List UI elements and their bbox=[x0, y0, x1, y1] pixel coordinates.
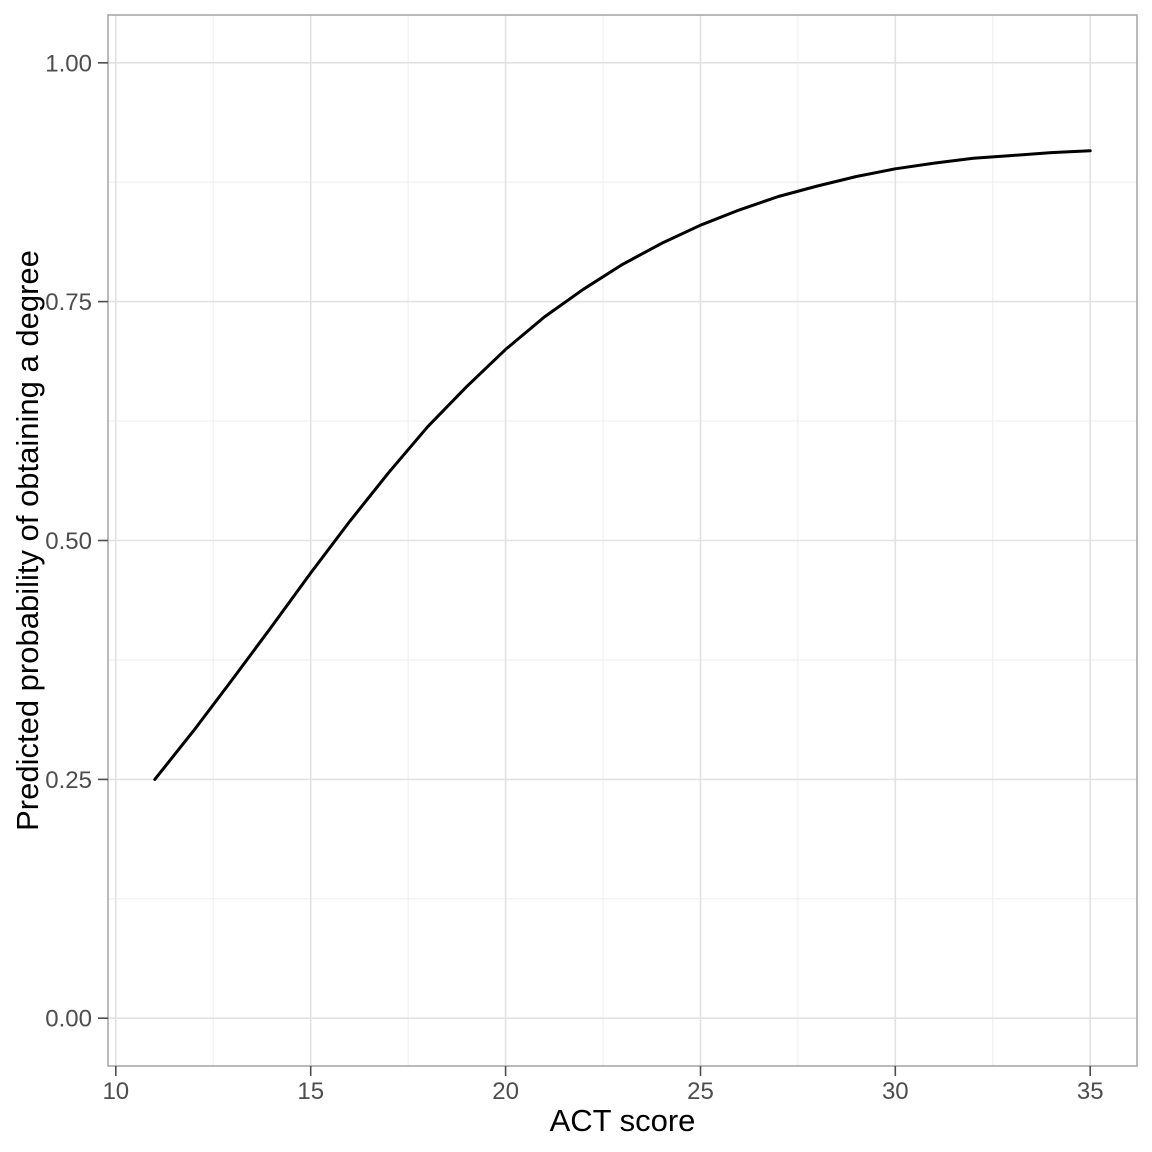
y-axis-title: Predicted probability of obtaining a deg… bbox=[10, 250, 45, 831]
y-tick-label: 0.75 bbox=[45, 289, 92, 316]
x-axis: 10 15 20 25 30 35 bbox=[102, 1066, 1104, 1105]
y-tick-label: 0.25 bbox=[45, 767, 92, 794]
y-tick-label: 0.00 bbox=[45, 1006, 92, 1033]
x-tick-label: 35 bbox=[1077, 1078, 1104, 1105]
x-axis-title: ACT score bbox=[550, 1103, 696, 1138]
x-tick-label: 30 bbox=[882, 1078, 909, 1105]
x-tick-label: 15 bbox=[297, 1078, 324, 1105]
x-tick-label: 20 bbox=[492, 1078, 519, 1105]
y-axis: 0.00 0.25 0.50 0.75 1.00 bbox=[45, 50, 108, 1033]
plot-panel bbox=[107, 14, 1138, 1067]
prediction-curve bbox=[153, 149, 1092, 781]
x-tick-label: 10 bbox=[102, 1078, 129, 1105]
y-tick-label: 1.00 bbox=[45, 50, 92, 77]
y-tick-label: 0.50 bbox=[45, 528, 92, 555]
x-tick-label: 25 bbox=[687, 1078, 714, 1105]
major-gridlines bbox=[108, 15, 1137, 1066]
